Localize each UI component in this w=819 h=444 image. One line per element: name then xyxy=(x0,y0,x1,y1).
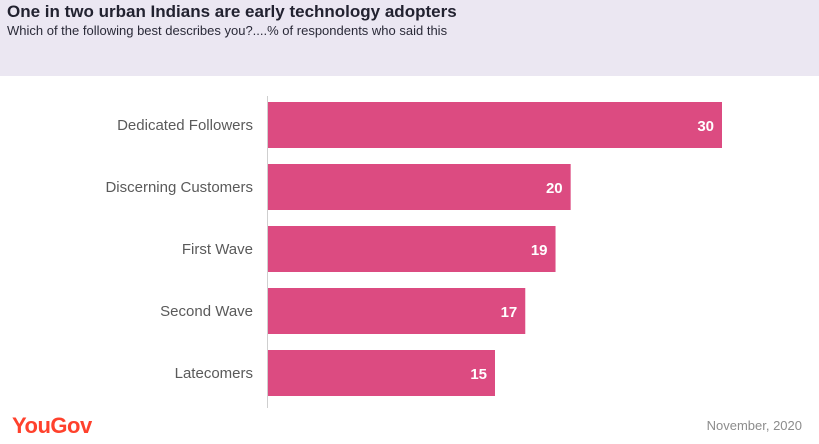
bars-group: Dedicated Followers 30 Discerning Customer… xyxy=(105,102,722,396)
chart-title: One in two urban Indians are early techn… xyxy=(7,2,457,21)
yougov-logo: YouGov xyxy=(12,413,92,438)
bar-second-wave xyxy=(268,288,526,334)
value-label: 30 xyxy=(697,118,714,135)
value-label: 19 xyxy=(531,242,548,259)
value-label: 17 xyxy=(501,304,518,321)
bar-first-wave xyxy=(268,226,556,272)
date-label: November, 2020 xyxy=(706,418,802,433)
category-label: Discerning Customers xyxy=(105,179,253,196)
chart-subtitle: Which of the following best describes yo… xyxy=(7,23,448,38)
category-label: Latecomers xyxy=(175,365,253,382)
value-label: 20 xyxy=(546,180,563,197)
bar-discerning-customers xyxy=(268,164,571,210)
chart-header: One in two urban Indians are early techn… xyxy=(0,0,819,76)
bar-chart: Dedicated Followers 30 Discerning Customer… xyxy=(105,96,722,408)
bar-latecomers xyxy=(268,350,495,396)
category-label: First Wave xyxy=(182,241,253,258)
category-label: Second Wave xyxy=(160,303,253,320)
bar-dedicated-followers xyxy=(268,102,722,148)
value-label: 15 xyxy=(470,366,487,383)
category-label: Dedicated Followers xyxy=(117,117,253,134)
